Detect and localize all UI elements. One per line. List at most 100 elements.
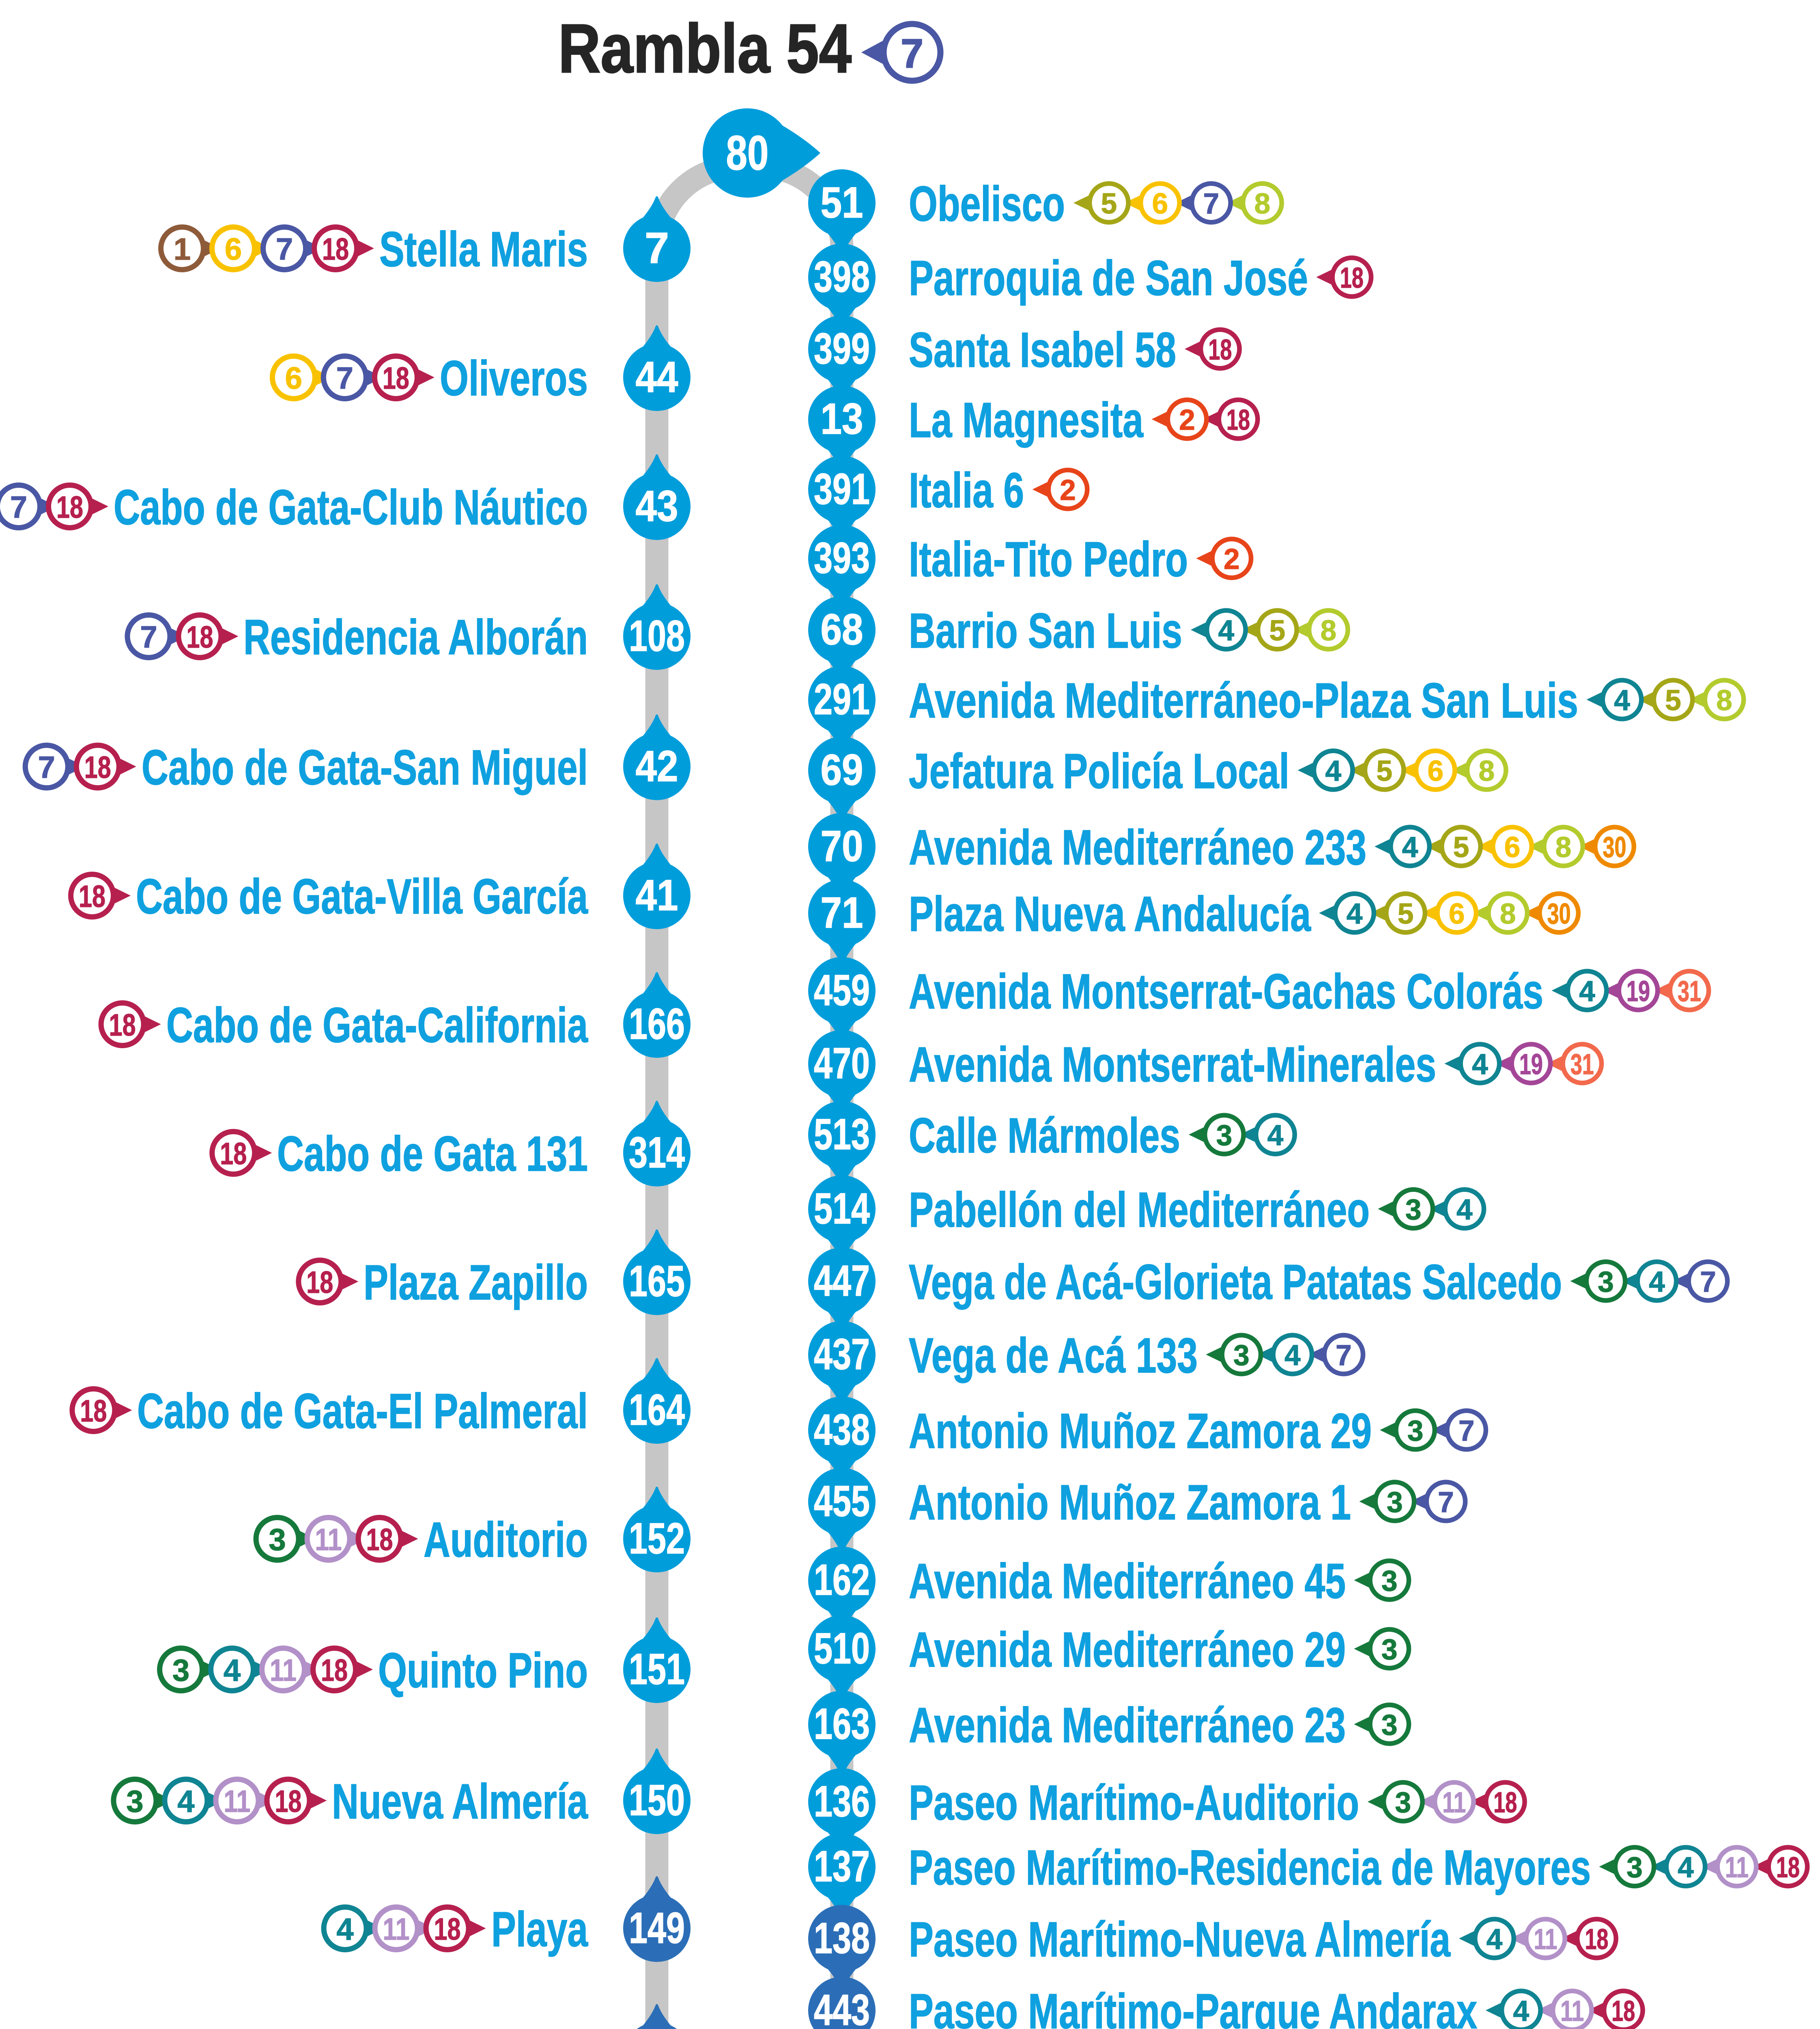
svg-text:513: 513 xyxy=(814,1109,870,1159)
svg-text:391: 391 xyxy=(814,464,870,513)
svg-text:3: 3 xyxy=(1381,1709,1398,1741)
svg-text:Antonio Muñoz Zamora 1: Antonio Muñoz Zamora 1 xyxy=(909,1475,1351,1530)
svg-text:7: 7 xyxy=(1700,1266,1716,1298)
svg-text:30: 30 xyxy=(1603,831,1626,864)
svg-text:11: 11 xyxy=(224,1784,250,1819)
svg-text:Cabo de Gata-San Miguel: Cabo de Gata-San Miguel xyxy=(142,740,588,795)
svg-text:11: 11 xyxy=(270,1653,297,1688)
svg-text:4: 4 xyxy=(336,1912,353,1947)
svg-text:18: 18 xyxy=(434,1912,461,1947)
svg-text:Residencia Alborán: Residencia Alborán xyxy=(243,610,588,665)
svg-text:18: 18 xyxy=(1226,404,1250,436)
svg-text:438: 438 xyxy=(814,1405,870,1454)
svg-text:La Magnesita: La Magnesita xyxy=(909,392,1144,448)
svg-text:69: 69 xyxy=(821,745,863,794)
svg-text:8: 8 xyxy=(1254,188,1271,220)
svg-text:162: 162 xyxy=(814,1555,870,1604)
svg-text:18: 18 xyxy=(321,1653,348,1688)
svg-text:165: 165 xyxy=(629,1256,685,1305)
svg-text:6: 6 xyxy=(1152,188,1168,220)
svg-text:4: 4 xyxy=(1579,976,1595,1008)
svg-text:Parroquia de San José: Parroquia de San José xyxy=(909,250,1308,306)
svg-text:3: 3 xyxy=(1626,1852,1643,1884)
svg-text:163: 163 xyxy=(814,1699,870,1748)
svg-text:18: 18 xyxy=(383,361,409,396)
svg-text:Avenida Mediterráneo 45: Avenida Mediterráneo 45 xyxy=(909,1553,1346,1609)
svg-text:3: 3 xyxy=(126,1784,143,1819)
svg-text:18: 18 xyxy=(220,1137,247,1171)
svg-text:11: 11 xyxy=(1534,1923,1557,1956)
svg-text:30: 30 xyxy=(1547,898,1571,930)
svg-text:6: 6 xyxy=(1449,898,1465,930)
svg-text:8: 8 xyxy=(1321,615,1337,647)
svg-text:8: 8 xyxy=(1478,755,1495,787)
svg-text:4: 4 xyxy=(1649,1266,1665,1298)
svg-text:136: 136 xyxy=(814,1777,870,1826)
svg-text:459: 459 xyxy=(814,965,870,1014)
svg-text:18: 18 xyxy=(1208,334,1232,366)
svg-text:Playa: Playa xyxy=(491,1902,588,1957)
svg-text:Calle Mármoles: Calle Mármoles xyxy=(909,1108,1180,1163)
svg-text:4: 4 xyxy=(1614,685,1630,717)
svg-text:Plaza Nueva Andalucía: Plaza Nueva Andalucía xyxy=(909,886,1311,941)
svg-text:Cabo de Gata-California: Cabo de Gata-California xyxy=(166,997,588,1053)
svg-text:393: 393 xyxy=(814,533,870,582)
svg-text:151: 151 xyxy=(629,1644,685,1693)
svg-text:Quinto Pino: Quinto Pino xyxy=(378,1643,588,1698)
svg-text:4: 4 xyxy=(177,1784,194,1819)
svg-text:18: 18 xyxy=(79,879,105,914)
svg-text:Avenida Mediterráneo 23: Avenida Mediterráneo 23 xyxy=(909,1697,1346,1753)
svg-text:291: 291 xyxy=(814,674,870,724)
svg-text:7: 7 xyxy=(901,31,923,76)
svg-text:150: 150 xyxy=(629,1775,685,1824)
svg-text:6: 6 xyxy=(1504,831,1521,864)
svg-text:443: 443 xyxy=(814,1985,870,2029)
svg-text:3: 3 xyxy=(172,1653,189,1688)
svg-text:8: 8 xyxy=(1555,831,1572,864)
svg-text:6: 6 xyxy=(225,232,242,267)
svg-text:Stella Maris: Stella Maris xyxy=(379,222,588,277)
svg-text:1: 1 xyxy=(174,232,191,267)
svg-text:19: 19 xyxy=(1626,976,1650,1008)
svg-text:11: 11 xyxy=(1442,1787,1466,1819)
svg-text:3: 3 xyxy=(1405,1194,1422,1226)
svg-text:6: 6 xyxy=(285,361,302,396)
svg-text:18: 18 xyxy=(84,750,111,785)
svg-text:Auditorio: Auditorio xyxy=(424,1512,588,1567)
svg-text:4: 4 xyxy=(1487,1923,1503,1956)
svg-text:18: 18 xyxy=(1493,1787,1517,1819)
svg-text:18: 18 xyxy=(80,1394,107,1428)
svg-text:6: 6 xyxy=(1427,755,1444,787)
svg-text:Paseo Marítimo-Parque Andarax: Paseo Marítimo-Parque Andarax xyxy=(909,1984,1477,2029)
svg-text:41: 41 xyxy=(636,870,678,920)
svg-text:18: 18 xyxy=(1776,1852,1800,1884)
svg-text:71: 71 xyxy=(821,888,863,937)
svg-text:Rambla 54: Rambla 54 xyxy=(558,10,852,87)
svg-text:5: 5 xyxy=(1398,898,1414,930)
svg-text:138: 138 xyxy=(814,1913,870,1962)
svg-text:108: 108 xyxy=(629,611,685,660)
svg-text:455: 455 xyxy=(814,1476,870,1525)
svg-text:44: 44 xyxy=(636,352,678,401)
svg-text:7: 7 xyxy=(645,223,669,272)
svg-text:Italia 6: Italia 6 xyxy=(909,463,1024,518)
svg-text:7: 7 xyxy=(38,750,55,785)
svg-text:164: 164 xyxy=(629,1385,685,1434)
svg-text:4: 4 xyxy=(1267,1120,1284,1152)
svg-text:Avenida Mediterráneo-Plaza San: Avenida Mediterráneo-Plaza San Luis xyxy=(909,673,1578,728)
svg-text:4: 4 xyxy=(1325,755,1341,787)
svg-text:5: 5 xyxy=(1453,831,1469,864)
svg-text:4: 4 xyxy=(1472,1049,1488,1081)
svg-text:7: 7 xyxy=(276,232,293,267)
svg-text:Vega de Acá 133: Vega de Acá 133 xyxy=(909,1328,1198,1383)
svg-text:4: 4 xyxy=(224,1653,241,1688)
svg-text:Pabellón del Mediterráneo: Pabellón del Mediterráneo xyxy=(909,1182,1370,1237)
svg-text:3: 3 xyxy=(1381,1565,1398,1597)
svg-text:4: 4 xyxy=(1456,1194,1473,1226)
svg-text:8: 8 xyxy=(1716,685,1732,717)
svg-text:3: 3 xyxy=(1381,1634,1398,1666)
svg-text:2: 2 xyxy=(1179,404,1195,436)
svg-text:Avenida Montserrat-Minerales: Avenida Montserrat-Minerales xyxy=(909,1037,1436,1092)
svg-text:149: 149 xyxy=(629,1903,685,1952)
svg-text:4: 4 xyxy=(1347,898,1363,930)
